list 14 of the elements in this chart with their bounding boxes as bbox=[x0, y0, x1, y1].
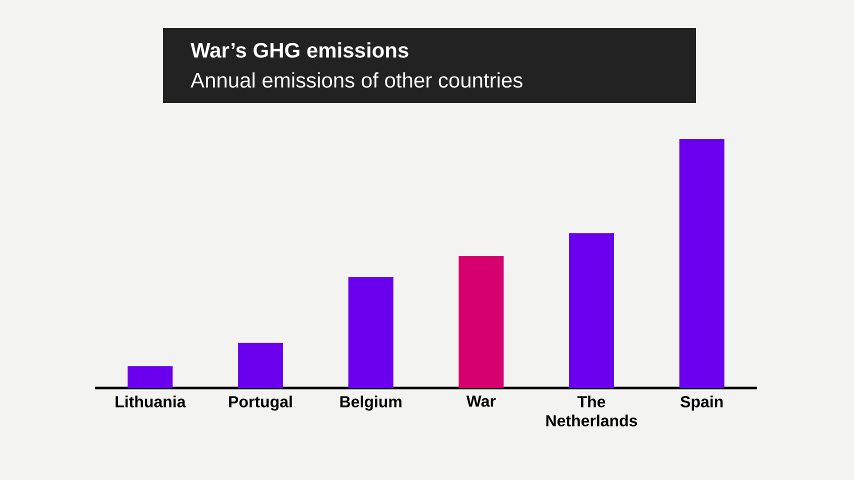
x-tick-label: Portugal bbox=[229, 396, 292, 411]
chart-subtitle: Annual emissions of other countries bbox=[190, 72, 522, 88]
bar bbox=[348, 276, 394, 388]
x-tick-label: Spain bbox=[680, 396, 723, 411]
x-tick-label: Belgium bbox=[340, 396, 402, 411]
bar bbox=[679, 139, 724, 388]
bar bbox=[569, 233, 614, 388]
bar bbox=[238, 342, 284, 388]
chart-title: War’s GHG emissions bbox=[190, 42, 408, 58]
x-tick-label: Lithuania bbox=[116, 396, 186, 408]
bar bbox=[128, 366, 173, 388]
bar bbox=[458, 256, 504, 388]
x-tick-label: War bbox=[466, 396, 496, 407]
x-tick-label: The Netherlands bbox=[546, 396, 638, 426]
